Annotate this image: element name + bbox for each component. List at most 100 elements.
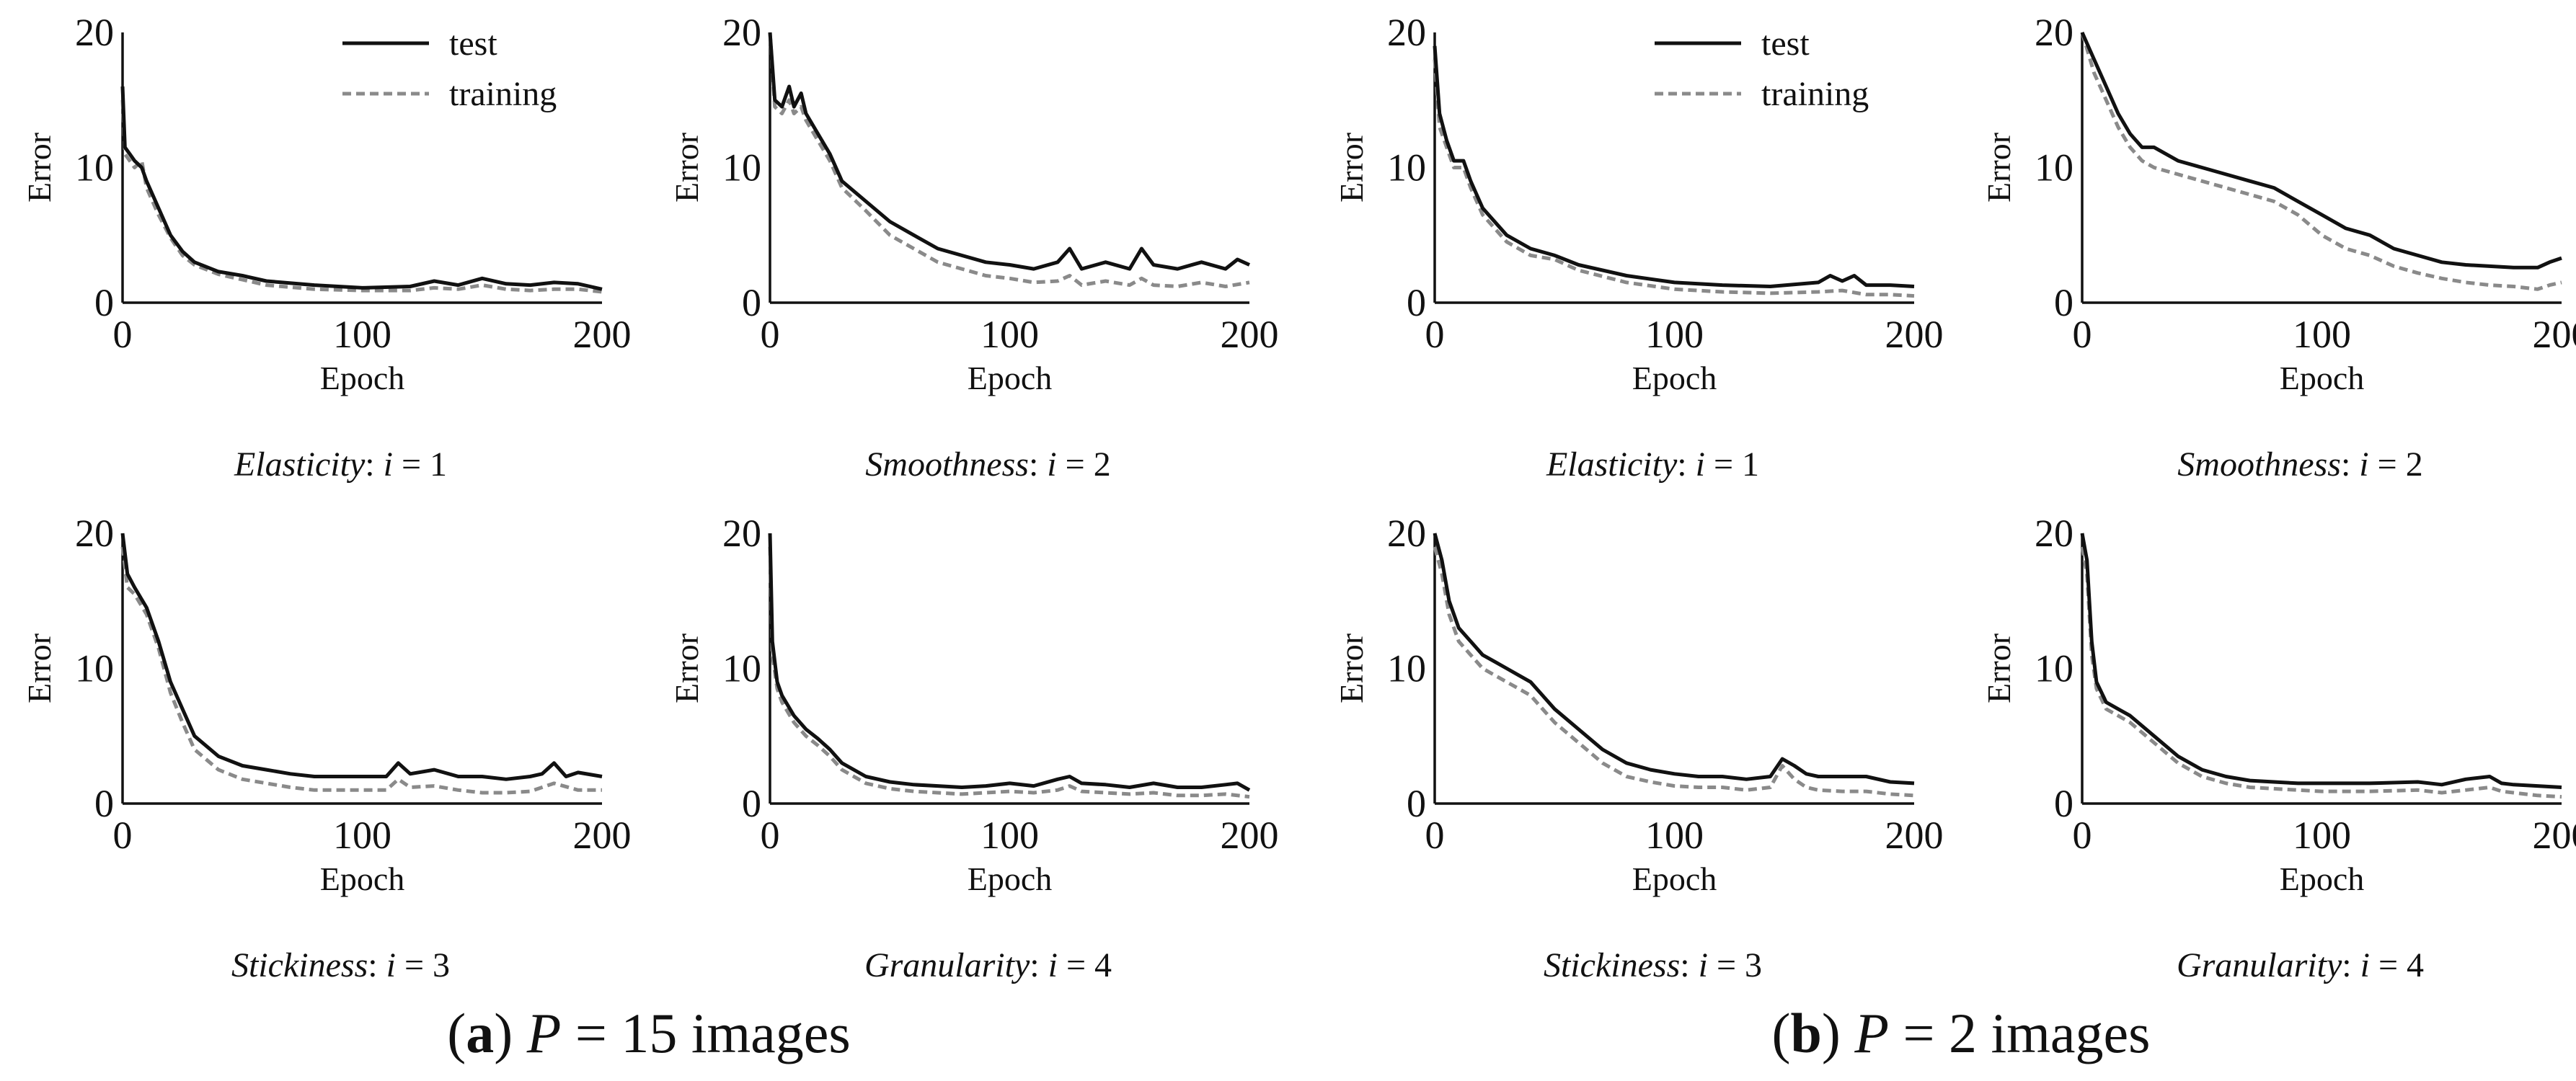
- y-axis-label: Error: [668, 133, 705, 203]
- legend: test training: [1655, 25, 1869, 113]
- x-axis-label: Epoch: [968, 360, 1053, 396]
- series-training-line: [2080, 32, 2562, 291]
- subplot-caption: Granularity: i = 4: [864, 946, 1112, 984]
- y-tick-label: 10: [2035, 146, 2073, 190]
- x-tick-label: 200: [1221, 313, 1279, 356]
- x-tick-label: 0: [2073, 313, 2092, 356]
- legend-training-label: training: [1761, 75, 1869, 113]
- x-tick-label: 200: [1885, 313, 1944, 356]
- x-axis-label: Epoch: [1632, 360, 1717, 396]
- y-tick-label: 10: [1387, 146, 1426, 190]
- subplot-caption: Smoothness: i = 2: [2177, 445, 2422, 484]
- y-axis-label: Error: [1333, 133, 1370, 203]
- subplot-caption: Elasticity: i = 1: [1546, 445, 1759, 484]
- y-tick-label: 0: [2054, 281, 2073, 324]
- y-tick-label: 0: [742, 281, 761, 324]
- subplot-caption: Stickiness: i = 3: [231, 946, 450, 984]
- x-axis-label: Epoch: [2280, 360, 2365, 396]
- y-tick-label: 0: [94, 281, 114, 324]
- y-tick-label: 0: [94, 782, 114, 825]
- x-axis-label: Epoch: [968, 860, 1053, 897]
- y-tick-label: 0: [2054, 782, 2073, 825]
- subplot-caption: Granularity: i = 4: [2177, 946, 2424, 984]
- x-tick-label: 100: [1645, 814, 1704, 857]
- y-tick-label: 20: [75, 11, 114, 54]
- y-axis-label: Error: [1333, 633, 1370, 703]
- x-tick-label: 200: [573, 313, 632, 356]
- x-tick-label: 0: [761, 313, 780, 356]
- x-axis-label: Epoch: [320, 860, 405, 897]
- y-tick-label: 20: [2035, 11, 2073, 54]
- y-tick-label: 10: [75, 146, 114, 190]
- y-tick-label: 10: [2035, 647, 2073, 690]
- x-tick-label: 100: [333, 814, 391, 857]
- legend: test training: [342, 25, 557, 113]
- x-tick-label: 200: [2533, 313, 2576, 356]
- series-test-line: [768, 533, 1251, 792]
- series-training-line: [1433, 59, 1915, 298]
- x-tick-label: 200: [2533, 814, 2576, 857]
- y-axis-label: Error: [668, 633, 705, 703]
- series-test-line: [120, 533, 603, 781]
- y-tick-label: 20: [2035, 512, 2073, 555]
- y-axis-label: Error: [21, 133, 58, 203]
- y-tick-label: 10: [1387, 647, 1426, 690]
- x-tick-label: 200: [1221, 814, 1279, 857]
- y-axis-label: Error: [1980, 633, 2017, 703]
- y-tick-label: 20: [1387, 11, 1426, 54]
- series-training-line: [120, 546, 602, 795]
- series-training-line: [120, 99, 603, 294]
- y-tick-label: 0: [1407, 782, 1426, 825]
- subplot-caption: Elasticity: i = 1: [234, 445, 447, 484]
- x-tick-label: 0: [1425, 313, 1445, 356]
- series-training-line: [2080, 546, 2562, 799]
- x-tick-label: 100: [981, 814, 1039, 857]
- legend-test-label: test: [449, 25, 497, 63]
- legend-training-label: training: [449, 75, 557, 113]
- x-tick-label: 0: [2073, 814, 2092, 857]
- x-tick-label: 100: [1645, 313, 1704, 356]
- subplot-caption: Smoothness: i = 2: [865, 445, 1110, 484]
- y-tick-label: 0: [742, 782, 761, 825]
- series-test-line: [2080, 533, 2562, 789]
- y-tick-label: 0: [1407, 281, 1426, 324]
- subplot-caption: Stickiness: i = 3: [1544, 946, 1762, 984]
- x-tick-label: 100: [981, 313, 1039, 356]
- y-axis-label: Error: [21, 633, 58, 703]
- y-tick-label: 20: [722, 512, 761, 555]
- x-tick-label: 0: [761, 814, 780, 857]
- y-tick-label: 20: [1387, 512, 1426, 555]
- legend-test-label: test: [1761, 25, 1810, 63]
- panel-a-caption: (a) P = 15 images: [447, 1002, 851, 1064]
- series-test-line: [1433, 533, 1915, 786]
- x-axis-label: Epoch: [1632, 860, 1717, 897]
- y-tick-label: 10: [722, 647, 761, 690]
- y-tick-label: 20: [722, 11, 761, 54]
- y-tick-label: 20: [75, 512, 114, 555]
- x-tick-label: 0: [113, 814, 133, 857]
- x-tick-label: 200: [1885, 814, 1944, 857]
- series-test-line: [120, 86, 603, 291]
- x-axis-label: Epoch: [2280, 860, 2365, 897]
- series-training-line: [768, 546, 1250, 799]
- x-tick-label: 100: [2293, 313, 2351, 356]
- series-test-line: [1433, 45, 1915, 288]
- y-tick-label: 10: [722, 146, 761, 190]
- x-tick-label: 200: [573, 814, 632, 857]
- x-tick-label: 0: [113, 313, 133, 356]
- x-tick-label: 0: [1425, 814, 1445, 857]
- y-tick-label: 10: [75, 647, 114, 690]
- series-training-line: [768, 32, 1250, 288]
- x-axis-label: Epoch: [320, 360, 405, 396]
- x-tick-label: 100: [2293, 814, 2351, 857]
- x-tick-label: 100: [333, 313, 391, 356]
- series-test-line: [2080, 31, 2562, 270]
